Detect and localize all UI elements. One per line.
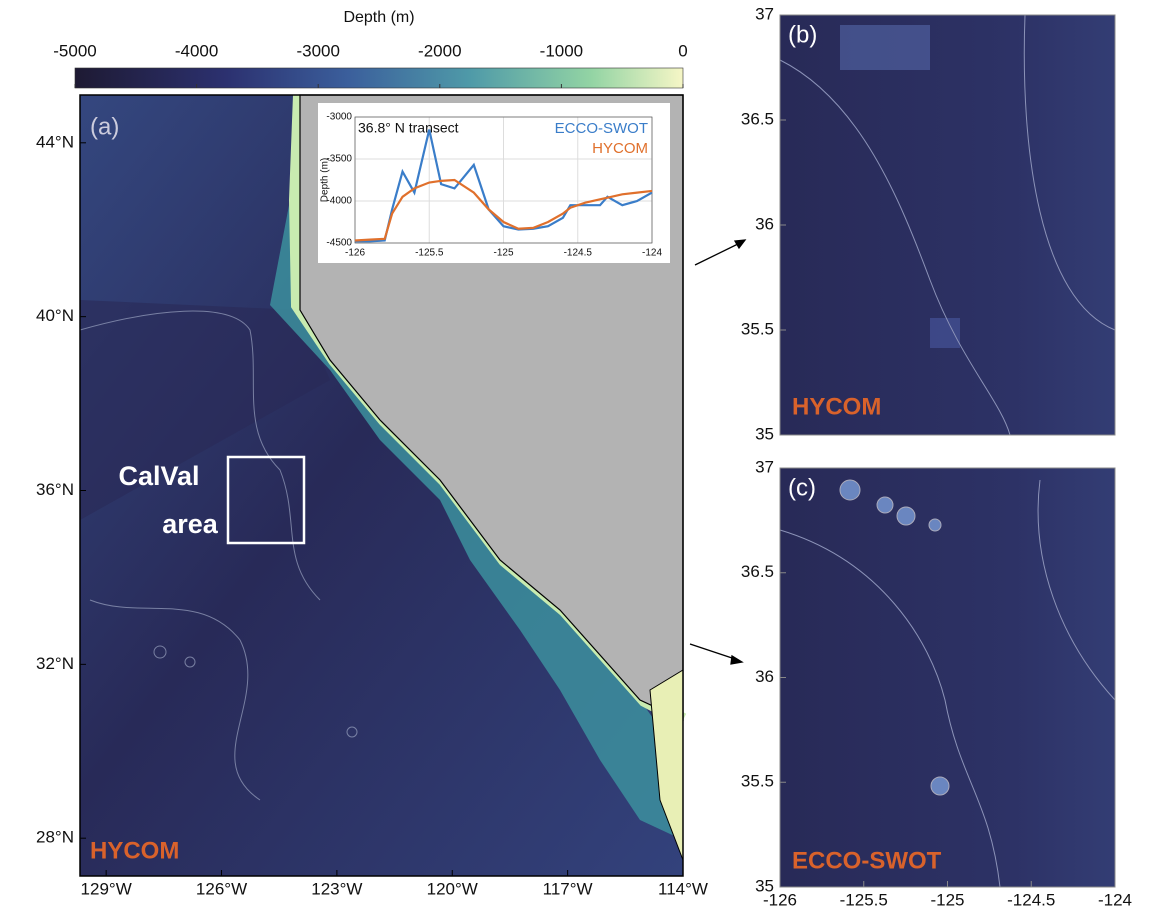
y-tick-label: 37 [755,4,774,23]
panel-label: (a) [90,113,119,140]
calval-label: CalVal [118,461,199,491]
x-tick-label: -126 [345,248,365,259]
x-tick-label: -124.5 [1007,890,1055,909]
y-tick-label: 44°N [36,132,74,151]
x-tick-label: -125 [493,248,513,259]
x-tick-label: -125.5 [840,890,888,909]
y-tick-label: 36.5 [741,109,774,128]
legend-entry: ECCO-SWOT [555,120,648,137]
y-tick-label: 35 [755,424,774,443]
arrows [690,240,745,664]
x-tick-label: -124 [642,248,662,259]
model-label: HYCOM [90,837,179,864]
y-tick-label: 40°N [36,306,74,325]
panel-c-map [780,468,1115,887]
panel-b-ticks: 35 35.5 36 36.5 37 [741,4,786,443]
seamount [930,318,960,348]
model-label: ECCO-SWOT [792,847,942,874]
y-tick-label: 35.5 [741,319,774,338]
y-tick-label: 36.5 [741,562,774,581]
x-tick-label: -124 [1098,890,1132,909]
y-tick-label: 32°N [36,654,74,673]
x-tick-label: 120°W [427,879,478,898]
colorbar-tick-label: -1000 [540,41,583,60]
colorbar-tick-label: 0 [678,41,687,60]
x-tick-label: 114°W [658,879,708,898]
panel-label: (b) [788,21,817,48]
y-tick-label: 36 [755,667,774,686]
panel-label: (c) [788,474,816,501]
x-tick-label: 117°W [543,879,593,898]
y-tick-label: 36 [755,214,774,233]
y-tick-label: 28°N [36,828,74,847]
legend-entry: HYCOM [592,140,648,157]
y-tick-label: 37 [755,457,774,476]
x-tick-label: 129°W [81,879,132,898]
colorbar-tick-label: -4000 [175,41,218,60]
colorbar-tick-label: -5000 [53,41,96,60]
y-tick-label: 35.5 [741,772,774,791]
y-axis-label: Depth (m) [320,158,331,202]
colorbar-tick-label: -2000 [418,41,461,60]
y-tick-label: -3000 [326,112,352,123]
model-label: HYCOM [792,393,881,420]
colorbar-tick-label: -3000 [296,41,339,60]
colorbar-label: Depth (m) [343,9,414,26]
calval-label: area [162,509,219,539]
x-tick-label: 123°W [311,879,362,898]
x-tick-label: 126°W [196,879,247,898]
seamount [840,25,930,70]
figure: Depth (m) -5000 -4000 -3000 -2000 -1000 0 Cal… [0,0,1160,911]
colorbar [75,68,683,88]
x-tick-label: -126 [763,890,797,909]
y-tick-label: 36°N [36,480,74,499]
panel-b-map [780,15,1115,435]
inset-title: 36.8° N transect [358,120,459,136]
x-tick-label: -124.5 [564,248,593,259]
x-tick-label: -125 [930,890,964,909]
x-tick-label: -125.5 [415,248,444,259]
